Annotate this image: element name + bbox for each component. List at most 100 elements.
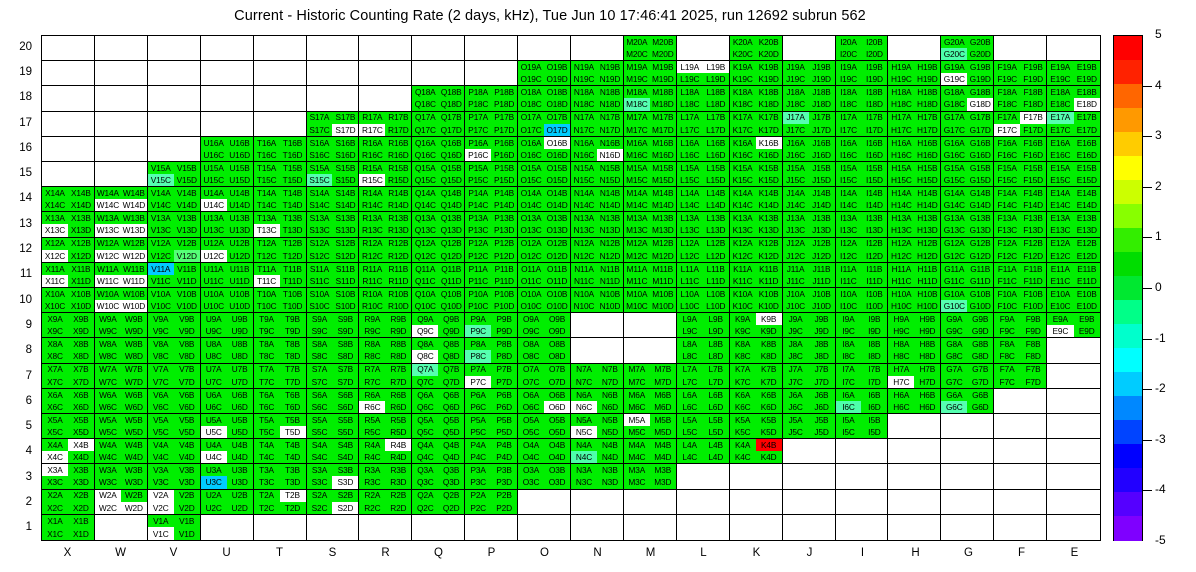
channel-J7C: J7C [782, 375, 809, 388]
grid-cell-F3 [994, 464, 1048, 490]
channel-F14A: F14A [994, 187, 1021, 200]
channel-T8A: T8A [253, 338, 280, 351]
grid-cell-J7: J7A J7B J7C J7D [782, 363, 836, 389]
channel-Q10A: Q10A [412, 288, 439, 301]
channel-V13B: V13B [173, 212, 200, 225]
grid-cell-R4: R4A R4B R4C R4D [359, 439, 413, 465]
grid-cell-T15: T15A T15B T15C T15D [253, 162, 307, 188]
channel-H17A: H17A [888, 111, 915, 124]
channel-O14B: O14B [544, 187, 570, 200]
page-title: Current - Historic Counting Rate (2 days… [234, 8, 866, 24]
channel-N4D: N4D [596, 451, 623, 464]
channel-V15B: V15B [173, 162, 200, 175]
channel-H11A: H11A [888, 262, 915, 275]
channel-O13B: O13B [544, 212, 570, 225]
channel-F9B: F9B [1020, 313, 1047, 326]
channel-Q12C: Q12C [412, 249, 439, 262]
channel-I18D: I18D [861, 98, 888, 111]
channel-I7C: I7C [835, 375, 862, 388]
grid-cell-W18 [94, 86, 148, 112]
channel-P13A: P13A [465, 212, 492, 225]
channel-O16D: O16D [544, 148, 570, 161]
channel-T3C: T3C [253, 476, 280, 489]
channel-I12B: I12B [861, 237, 888, 250]
channel-W10C: W10C [94, 300, 121, 313]
grid-cell-Q13: Q13A Q13B Q13C Q13D [412, 212, 466, 238]
channel-X5A: X5A [42, 414, 68, 427]
channel-H13C: H13C [888, 224, 915, 237]
grid-cell-S3: S3A S3B S3C S3D [306, 464, 360, 490]
channel-N19D: N19D [596, 73, 623, 86]
channel-U14D: U14D [226, 199, 253, 212]
channel-H7B: H7B [914, 363, 941, 376]
channel-K10D: K10D [755, 300, 782, 313]
channel-G11D: G11D [967, 274, 994, 287]
grid-cell-N18: N18A N18B N18C N18D [571, 86, 624, 112]
channel-P14B: P14B [491, 187, 518, 200]
channel-V4C: V4C [147, 451, 174, 464]
grid-cell-L13: L13A L13B L13C L13D [676, 212, 730, 238]
channel-N5D: N5D [596, 426, 623, 439]
channel-N7D: N7D [596, 375, 623, 388]
channel-S10D: S10D [332, 300, 359, 313]
grid-cell-G20: G20A G20B G20C G20D [941, 36, 995, 62]
channel-S4D: S4D [332, 451, 359, 464]
grid-cell-O14: O14A O14B O14C O14D [518, 187, 571, 213]
channel-T10B: T10B [279, 288, 306, 301]
channel-W14C: W14C [94, 199, 121, 212]
channel-U3B: U3B [226, 464, 253, 477]
grid-cell-H19: H19A H19B H19C H19D [888, 61, 942, 87]
grid-cell-S6: S6A S6B S6C S6D [306, 388, 360, 414]
channel-H7D: H7D [914, 375, 941, 388]
channel-Q17A: Q17A [412, 111, 439, 124]
grid-cell-Q19 [412, 61, 466, 87]
channel-R14C: R14C [359, 199, 386, 212]
channel-H8D: H8D [914, 350, 941, 363]
grid-cell-W2: W2A W2B W2C W2D [94, 489, 148, 515]
channel-H15A: H15A [888, 162, 915, 175]
channel-W6B: W6B [120, 388, 147, 401]
channel-R15B: R15B [385, 162, 412, 175]
grid-cell-G14: G14A G14B G14C G14D [941, 187, 995, 213]
grid-cell-O4: O4A O4B O4C O4D [518, 439, 571, 465]
channel-I11D: I11D [861, 274, 888, 287]
channel-T6C: T6C [253, 400, 280, 413]
grid-cell-Q6: Q6A Q6B Q6C Q6D [412, 388, 466, 414]
channel-K18D: K18D [755, 98, 782, 111]
channel-T15A: T15A [253, 162, 280, 175]
channel-Q3B: Q3B [438, 464, 465, 477]
channel-G16B: G16B [967, 136, 994, 149]
channel-N3D: N3D [596, 476, 623, 489]
channel-I8A: I8A [835, 338, 862, 351]
channel-K7C: K7C [729, 375, 756, 388]
channel-S13A: S13A [306, 212, 333, 225]
channel-Q16A: Q16A [412, 136, 439, 149]
channel-J12A: J12A [782, 237, 809, 250]
grid-cell-N8 [571, 338, 624, 364]
channel-S9D: S9D [332, 325, 359, 338]
channel-X13C: X13C [42, 224, 68, 237]
channel-S16A: S16A [306, 136, 333, 149]
channel-F13C: F13C [994, 224, 1021, 237]
channel-F7C: F7C [994, 375, 1021, 388]
channel-W14D: W14D [120, 199, 147, 212]
channel-L9C: L9C [676, 325, 703, 338]
channel-X5B: X5B [67, 414, 94, 427]
channel-G17D: G17D [967, 123, 994, 136]
channel-V8A: V8A [147, 338, 174, 351]
channel-T12A: T12A [253, 237, 280, 250]
channel-T5C: T5C [253, 426, 280, 439]
channel-L6C: L6C [676, 400, 703, 413]
channel-J10D: J10D [808, 300, 835, 313]
channel-X12B: X12B [67, 237, 94, 250]
channel-S17C: S17C [306, 123, 333, 136]
channel-L15C: L15C [676, 174, 703, 187]
channel-X11B: X11B [67, 262, 94, 275]
grid-cell-O8: O8A O8B O8C O8D [518, 338, 571, 364]
grid-cell-K12: K12A K12B K12C K12D [729, 237, 783, 263]
y-tick-15: 15 [19, 167, 32, 180]
channel-S4B: S4B [332, 439, 359, 452]
grid-cell-P2: P2A P2B P2C P2D [465, 489, 519, 515]
channel-H12A: H12A [888, 237, 915, 250]
channel-F17D: F17D [1020, 123, 1047, 136]
